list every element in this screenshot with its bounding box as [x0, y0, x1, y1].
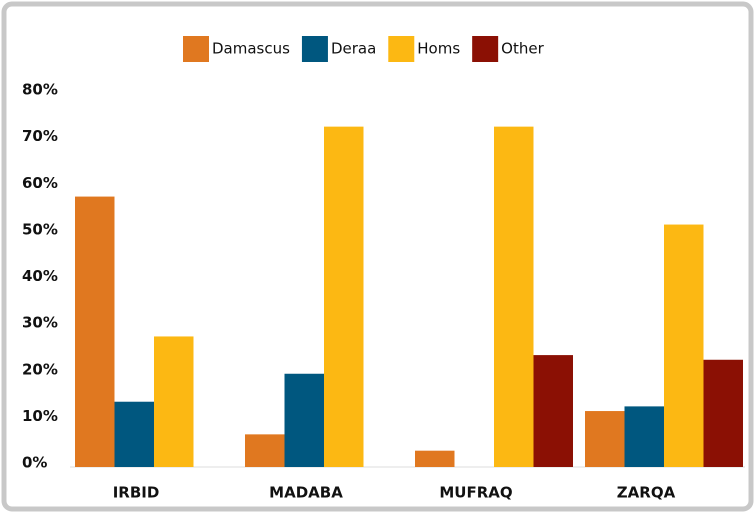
x-tick-label: MADABA — [269, 484, 343, 502]
bar — [703, 359, 743, 467]
y-tick-label: 70% — [22, 127, 58, 145]
bar — [585, 411, 625, 467]
legend-label: Homs — [417, 40, 460, 58]
y-tick-label: 50% — [22, 220, 58, 238]
bar — [75, 196, 115, 467]
bar — [494, 126, 534, 467]
bar — [245, 434, 285, 467]
bar — [284, 373, 324, 467]
x-tick-label: MUFRAQ — [439, 484, 512, 502]
bar — [415, 450, 455, 467]
y-tick-label: 0% — [22, 454, 47, 472]
y-tick-label: 10% — [22, 407, 58, 425]
y-tick-label: 30% — [22, 314, 58, 332]
y-tick-label: 60% — [22, 174, 58, 192]
bar — [154, 336, 194, 467]
y-tick-label: 40% — [22, 267, 58, 285]
bar — [324, 126, 364, 467]
bar — [664, 224, 704, 467]
legend-label: Deraa — [331, 40, 376, 58]
x-tick-label: IRBID — [113, 484, 160, 502]
bar — [114, 401, 154, 467]
legend-label: Damascus — [212, 40, 290, 58]
y-tick-label: 80% — [22, 81, 58, 99]
legend-swatch — [183, 36, 209, 62]
legend-label: Other — [501, 40, 544, 58]
bar — [533, 355, 573, 467]
legend-swatch — [472, 36, 499, 62]
legend-swatch — [301, 36, 328, 62]
legend-swatch — [388, 36, 415, 62]
y-tick-label: 20% — [22, 360, 58, 378]
bar — [624, 406, 664, 467]
x-tick-label: ZARQA — [617, 484, 676, 502]
